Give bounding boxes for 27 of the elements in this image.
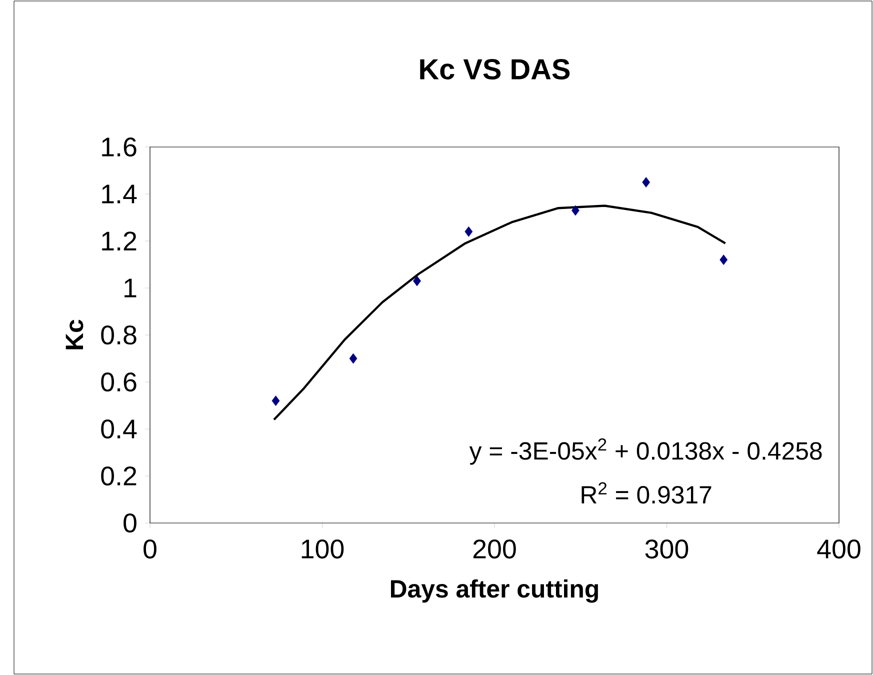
x-tick-label: 400 (817, 540, 860, 559)
point (642, 177, 650, 188)
annotation: y = -3E-05x$^{2}$ + 0.0138x - 0.4258 (469, 438, 822, 465)
point (272, 396, 280, 406)
point (720, 254, 728, 265)
point (464, 226, 473, 237)
point (413, 276, 421, 286)
y-tick-label: 0.4 (101, 419, 137, 439)
y-tick-label: 1.4 (102, 184, 137, 204)
y-tick-label: 0.6 (101, 372, 136, 392)
y-tick-label: 0 (124, 513, 136, 533)
y-tick-label: 0.2 (101, 466, 136, 486)
x-tick-label: 200 (473, 540, 516, 559)
y-tick-label: 1.6 (102, 137, 136, 157)
y-tick-label: 1.2 (102, 232, 136, 250)
y-tick-label: 0.8 (101, 325, 136, 345)
point (572, 205, 580, 216)
annotation: R$^{2}$ = 0.9317 (582, 482, 712, 504)
x-tick-label: 100 (302, 540, 344, 559)
chart-title: Kc VS DAS (420, 59, 570, 80)
x-tick-label: 300 (645, 540, 688, 559)
x-tick-label: 0 (144, 540, 156, 559)
x-axis-title: Days after cutting (390, 579, 598, 603)
y-tick-label: 1 (124, 278, 136, 298)
y-axis-title: Kc (66, 320, 84, 350)
point (349, 353, 358, 364)
line-series (272, 204, 726, 421)
